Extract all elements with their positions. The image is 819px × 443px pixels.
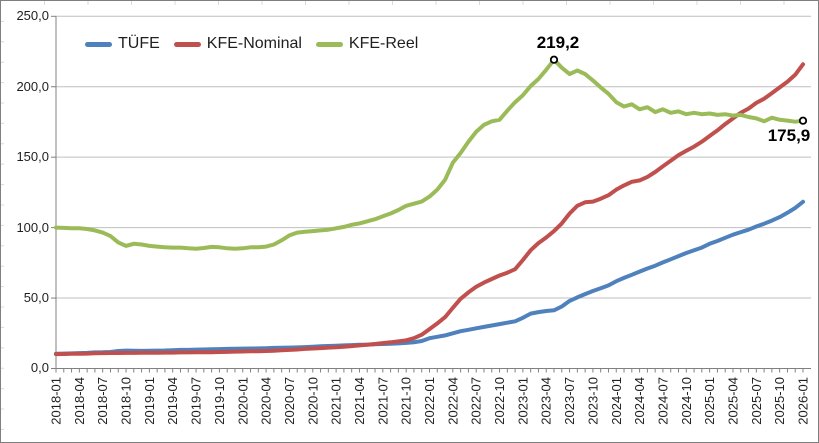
legend-label-kfe-nominal: KFE-Nominal (206, 35, 302, 52)
x-axis-label: 2019-04 (165, 377, 180, 425)
y-axis-label-150: 150,0 (16, 149, 49, 164)
x-axis-label: 2024-07 (655, 377, 670, 425)
series-line-kfe-reel[interactable] (54, 57, 805, 251)
legend-item-kfe-reel[interactable]: KFE-Reel (315, 35, 419, 53)
x-axis-label: 2026-01 (796, 377, 811, 425)
annotation-marker (798, 116, 808, 125)
annotation-marker (549, 55, 559, 64)
x-axis-label: 2023-01 (515, 377, 530, 425)
x-axis-label: 2025-01 (702, 377, 717, 425)
legend-item-tufe[interactable]: TÜFE (85, 35, 160, 53)
y-axis-label-0: 0,0 (30, 360, 49, 375)
kfe-nominal-line-swatch-icon (173, 41, 201, 47)
legend-label-tufe: TÜFE (118, 35, 160, 52)
legend-item-kfe-nominal[interactable]: KFE-Nominal (173, 35, 302, 53)
x-axis-label: 2023-07 (562, 377, 577, 425)
x-axis-label: 2022-07 (469, 377, 484, 425)
x-axis-label: 2018-10 (119, 377, 134, 425)
y-axis-label-50: 50,0 (23, 290, 49, 305)
legend-label-kfe-reel: KFE-Reel (348, 35, 419, 52)
x-axis-label: 2022-10 (492, 377, 507, 425)
annotation-peak-value: 219,2 (536, 33, 580, 52)
x-axis-label: 2021-04 (352, 377, 367, 425)
x-axis-label: 2023-04 (539, 377, 554, 425)
x-axis-label: 2019-10 (212, 377, 227, 425)
x-axis-label: 2024-10 (679, 377, 694, 425)
y-axis-label-250: 250,0 (16, 8, 49, 23)
x-axis-label: 2023-10 (585, 377, 600, 425)
annotation-end-value: 175,9 (767, 126, 811, 145)
x-axis-label: 2021-07 (375, 377, 390, 425)
chart-legend: TÜFE KFE-Nominal KFE-Reel (85, 35, 418, 53)
x-axis-label: 2020-04 (259, 377, 274, 425)
x-axis-label: 2020-07 (282, 377, 297, 425)
x-axis-label: 2021-01 (329, 377, 344, 425)
series-line-t-fe[interactable] (54, 199, 805, 356)
x-axis-label: 2020-01 (235, 377, 250, 425)
x-axis-label: 2018-07 (95, 377, 110, 425)
kfe-reel-line-swatch-icon (315, 41, 343, 47)
x-axis-label: 2024-04 (632, 377, 647, 425)
series-line-kfe-nominal[interactable] (54, 62, 805, 357)
x-axis-label: 2021-10 (399, 377, 414, 425)
x-axis-label: 2024-01 (609, 377, 624, 425)
x-axis-label: 2018-01 (49, 377, 64, 425)
x-axis-label: 2019-01 (142, 377, 157, 425)
x-axis-label: 2022-04 (445, 377, 460, 425)
y-axis-label-200: 200,0 (16, 79, 49, 94)
x-axis-label: 2025-04 (725, 377, 740, 425)
x-axis-label: 2019-07 (189, 377, 204, 425)
x-axis-label: 2018-04 (72, 377, 87, 425)
x-axis-label: 2020-10 (305, 377, 320, 425)
x-axis-label: 2025-07 (749, 377, 764, 425)
x-axis-label: 2022-01 (422, 377, 437, 425)
x-axis-label: 2025-10 (772, 377, 787, 425)
y-axis-label-100: 100,0 (16, 220, 49, 235)
tufe-line-swatch-icon (85, 41, 112, 47)
